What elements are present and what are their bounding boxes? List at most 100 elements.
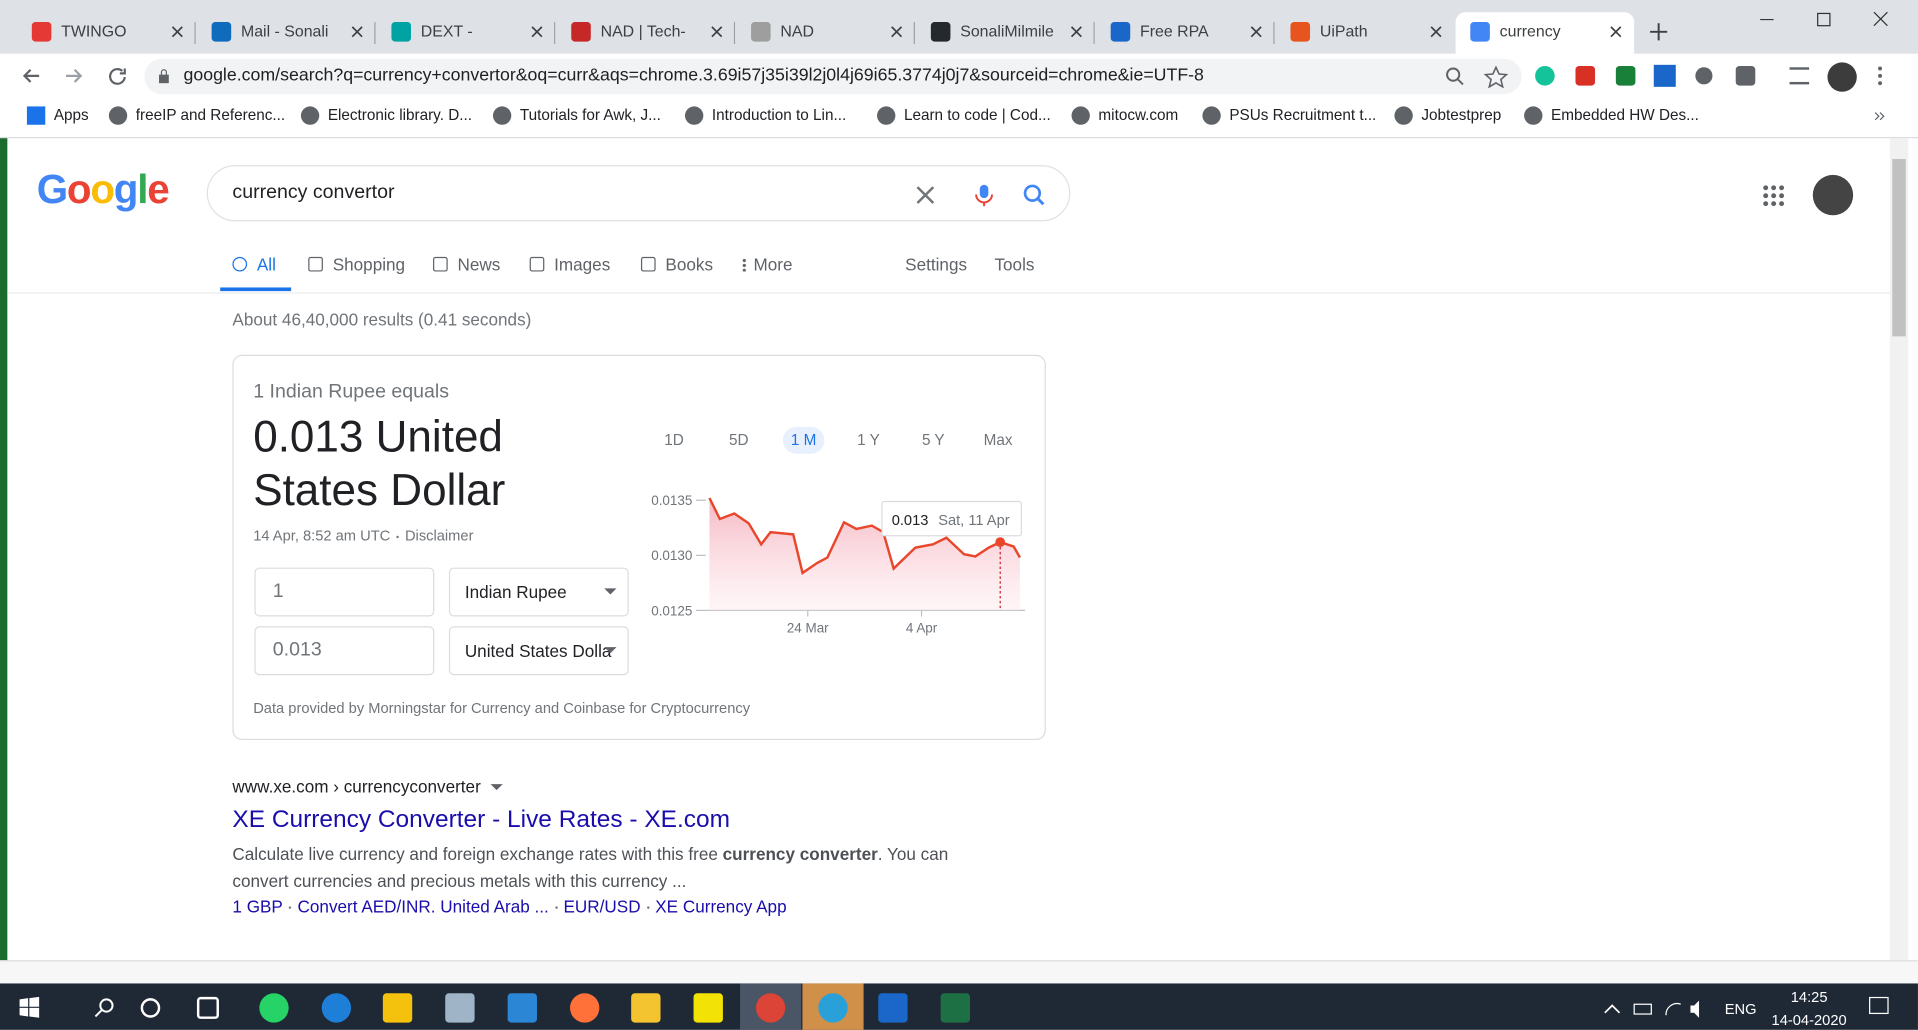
bookmark[interactable]: Tutorials for Awk, J... — [492, 106, 661, 125]
search-tab[interactable]: All — [232, 254, 276, 274]
taskbar-start[interactable] — [18, 996, 165, 1019]
bookmarks-overflow[interactable] — [1874, 110, 1886, 122]
extension-icon[interactable] — [1575, 66, 1596, 86]
browser-tab[interactable]: SonaliMilmile — [916, 12, 1095, 54]
tab-close[interactable] — [1250, 26, 1262, 38]
taskbar-app[interactable] — [259, 993, 289, 1023]
account-avatar[interactable] — [1812, 174, 1854, 216]
bookmark[interactable]: PSUs Recruitment t... — [1202, 106, 1376, 125]
tab-close[interactable] — [1610, 26, 1622, 38]
bookmark[interactable]: Embedded HW Des... — [1524, 106, 1699, 125]
browser-tab[interactable]: Mail - Sonali M — [197, 12, 376, 54]
taskbar-app[interactable] — [818, 993, 848, 1023]
window-controls[interactable] — [1759, 10, 1894, 30]
taskbar-app[interactable] — [570, 993, 600, 1023]
sitelink[interactable]: XE Currency App — [655, 896, 787, 917]
tab-favicon — [1470, 22, 1490, 42]
range-button[interactable]: 5D — [729, 431, 749, 449]
omnibox[interactable] — [144, 58, 1522, 95]
range-button[interactable]: 1 M — [782, 426, 825, 454]
range-button[interactable]: 5 Y — [921, 431, 945, 449]
bookmark[interactable]: Apps — [26, 106, 89, 125]
search-box-icons[interactable] — [915, 183, 1050, 207]
tab-close[interactable] — [351, 26, 363, 38]
sitelink[interactable]: EUR/USD — [563, 896, 641, 917]
tab-close[interactable] — [171, 26, 183, 38]
language-indicator[interactable]: ENG — [1724, 1000, 1757, 1018]
range-button[interactable]: Max — [983, 431, 1013, 449]
search-tab[interactable]: Shopping — [308, 254, 405, 274]
extension-icon[interactable] — [1695, 67, 1713, 85]
search-tab[interactable]: More — [741, 254, 793, 274]
google-logo[interactable]: Google — [37, 166, 170, 212]
taskbar-app[interactable] — [693, 993, 723, 1023]
result-title[interactable]: XE Currency Converter - Live Rates - XE.… — [232, 806, 731, 833]
search-tab[interactable]: Books — [640, 254, 713, 274]
new-tab-button[interactable] — [1649, 22, 1669, 42]
extension-icon[interactable] — [1735, 66, 1756, 86]
nav-buttons[interactable] — [22, 66, 132, 86]
browser-tab[interactable]: currency conve — [1455, 12, 1635, 54]
bookmark-icon — [877, 106, 896, 125]
tools-link[interactable]: Tools — [994, 254, 1035, 274]
taskbar-app[interactable] — [445, 993, 475, 1023]
from-currency-select[interactable]: Indian Rupee — [448, 567, 629, 617]
task-view[interactable] — [196, 996, 219, 1019]
taskbar-app[interactable] — [755, 993, 786, 1023]
tab-favicon — [211, 22, 232, 42]
range-button[interactable]: 1D — [664, 431, 684, 449]
to-currency-select[interactable]: United States Dolla — [448, 626, 629, 676]
extension-icon[interactable] — [1535, 66, 1555, 86]
clock-date[interactable]: 14-04-2020 — [1771, 1011, 1847, 1029]
search-tab[interactable]: News — [433, 254, 500, 274]
tab-close[interactable] — [1070, 26, 1082, 38]
search-box[interactable] — [206, 165, 1071, 222]
browser-tab[interactable]: UiPath Academ — [1276, 12, 1455, 54]
browser-tab[interactable]: NAD — [736, 12, 915, 54]
apps-grid[interactable] — [1763, 185, 1785, 207]
bookmark[interactable]: Introduction to Lin... — [684, 106, 846, 125]
clock-time[interactable]: 14:25 — [1790, 988, 1828, 1006]
url[interactable]: google.com/search?q=currency+convertor&o… — [183, 66, 1204, 86]
omnibox-icons[interactable] — [1443, 66, 1516, 89]
browser-tab[interactable]: NAD | Tech-Ma — [557, 12, 736, 54]
taskbar-app[interactable] — [940, 993, 970, 1023]
tab-close[interactable] — [1430, 26, 1442, 38]
search-tab[interactable]: Images — [529, 254, 610, 274]
disclaimer-link[interactable]: Disclaimer — [404, 527, 474, 545]
result-breadcrumb[interactable]: www.xe.com › currencyconverter — [232, 777, 503, 796]
browser-tab[interactable]: TWINGO — [17, 12, 196, 54]
taskbar-app[interactable] — [631, 993, 661, 1023]
range-button[interactable]: 1 Y — [857, 431, 880, 449]
tab-close[interactable] — [711, 26, 723, 38]
sitelink[interactable]: Convert AED/INR. United Arab ... — [297, 896, 549, 917]
to-amount[interactable]: 0.013 — [254, 626, 435, 676]
extension-icon[interactable] — [1653, 64, 1676, 87]
taskbar-app[interactable] — [382, 993, 413, 1023]
sitelink[interactable]: 1 GBP — [232, 896, 283, 917]
bookmark[interactable]: Jobtestprep — [1394, 106, 1501, 125]
bookmark[interactable]: Learn to code | Cod... — [877, 106, 1051, 125]
taskbar-app[interactable] — [878, 993, 908, 1023]
menu-button[interactable] — [1876, 66, 1883, 86]
search-query[interactable]: currency convertor — [232, 182, 395, 204]
tab-close[interactable] — [531, 26, 543, 38]
taskbar-app[interactable] — [321, 993, 352, 1023]
bookmark[interactable]: Electronic library. D... — [300, 106, 472, 125]
browser-tab[interactable]: Free RPA Cour — [1096, 12, 1275, 54]
tab-favicon — [31, 22, 52, 42]
scrollbar-thumb[interactable] — [1892, 159, 1906, 337]
bookmark[interactable]: freeIP and Referenc... — [108, 106, 285, 125]
bookmark[interactable]: mitocw.com — [1071, 106, 1178, 125]
extension-icon[interactable] — [1615, 66, 1636, 86]
browser-tab[interactable]: DEXT - WebEx — [377, 12, 556, 54]
tab-close[interactable] — [890, 26, 903, 38]
taskbar-app[interactable] — [507, 993, 537, 1023]
settings-link[interactable]: Settings — [905, 254, 968, 274]
notifications[interactable] — [1869, 996, 1889, 1015]
profile-avatar[interactable] — [1827, 62, 1857, 92]
tray-icons[interactable] — [1602, 999, 1712, 1019]
media-icon[interactable] — [1789, 67, 1810, 85]
from-amount[interactable]: 1 — [254, 567, 435, 617]
